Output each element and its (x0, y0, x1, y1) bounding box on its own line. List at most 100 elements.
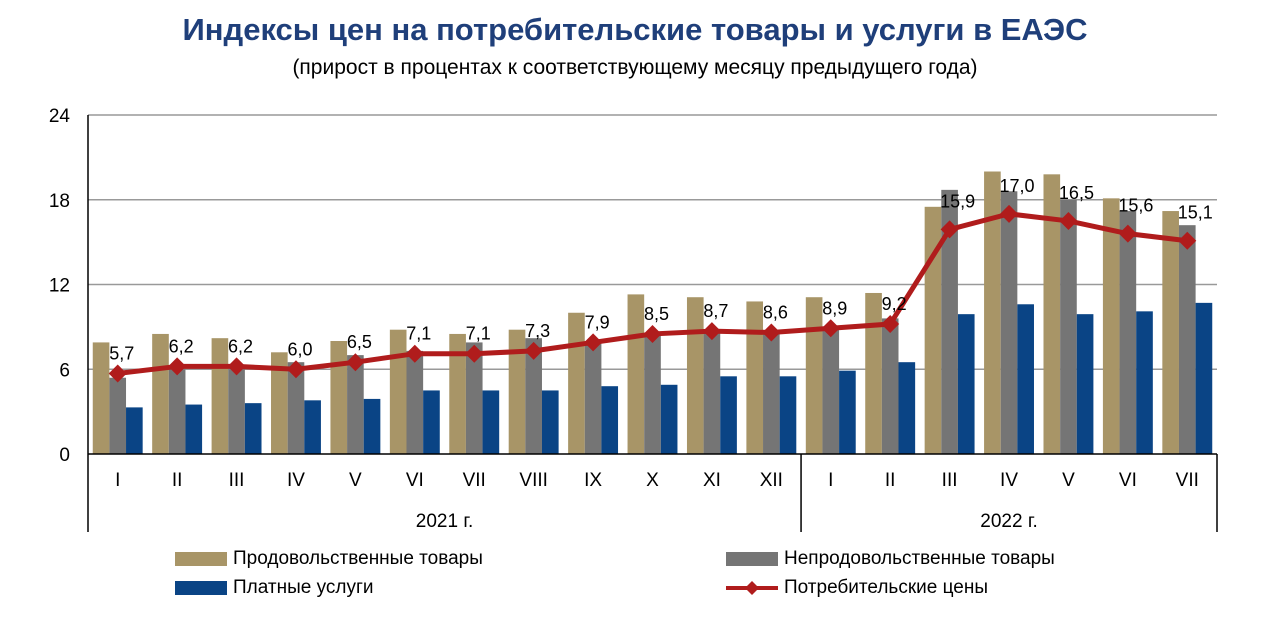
legend-line-marker (726, 581, 778, 595)
cpi-data-label: 15,6 (1118, 196, 1153, 216)
bar-food (686, 297, 704, 454)
x-tick-label: I (115, 470, 120, 491)
bar-services (839, 370, 856, 454)
cpi-data-label: 15,9 (940, 191, 975, 211)
cpi-point (227, 357, 246, 376)
bar-services (1195, 302, 1213, 454)
legend-label: Продовольственные товары (233, 548, 483, 569)
cpi-data-label: 17,0 (1000, 176, 1035, 196)
x-tick-label: VII (463, 470, 486, 491)
cpi-data-label: 5,7 (109, 343, 134, 363)
cpi-data-label: 8,7 (703, 301, 728, 321)
y-tick-label: 0 (59, 445, 70, 466)
bar-nonfood (941, 189, 958, 455)
cpi-point (584, 333, 603, 352)
bar-services (304, 400, 321, 454)
bar-services (482, 390, 500, 454)
bar-services (541, 390, 559, 454)
bar-services (779, 376, 797, 454)
x-tick-label: VIII (519, 470, 548, 491)
bar-nonfood (1178, 225, 1196, 454)
bar-nonfood (703, 331, 721, 454)
y-tick-label: 24 (49, 106, 71, 127)
legend-food: Продовольственные товары (175, 548, 483, 570)
cpi-data-label: 6,0 (287, 339, 312, 359)
bar-food (449, 333, 466, 454)
cpi-point (940, 220, 959, 239)
bar-nonfood (109, 377, 127, 454)
cpi-point (702, 322, 721, 341)
bar-nonfood (168, 369, 186, 454)
bar-food (92, 342, 110, 454)
legend-swatch (175, 552, 227, 566)
cpi-data-label: 7,1 (466, 324, 491, 344)
bar-nonfood (1119, 211, 1137, 454)
legend-label: Непродовольственные товары (784, 548, 1055, 569)
cpi-point (1118, 224, 1137, 243)
year-label: 2022 г. (980, 511, 1037, 532)
bar-nonfood (287, 362, 305, 454)
bar-food (924, 206, 942, 454)
cpi-point (465, 344, 484, 363)
bar-nonfood (584, 341, 602, 454)
bar-food (389, 329, 407, 454)
x-tick-label: IX (584, 470, 602, 491)
bar-nonfood (881, 318, 899, 454)
bar-services (423, 390, 440, 454)
x-tick-label: VI (1119, 470, 1137, 491)
bar-nonfood (406, 350, 424, 454)
bar-services (1076, 314, 1094, 454)
bar-nonfood (525, 338, 542, 454)
bar-services (601, 386, 619, 454)
bar-food (805, 297, 823, 454)
bar-nonfood (465, 342, 483, 454)
cpi-data-label: 15,1 (1178, 203, 1213, 223)
bar-nonfood (1060, 199, 1077, 454)
bar-food (152, 333, 169, 454)
legend-swatch (175, 581, 227, 595)
legend-label: Потребительские цены (784, 577, 988, 598)
cpi-point (524, 341, 543, 360)
bar-services (1136, 311, 1153, 454)
cpi-data-label: 7,1 (406, 324, 431, 344)
bar-food (568, 312, 585, 454)
cpi-point (405, 344, 424, 363)
chart-subtitle: (прирост в процентах к соответствующему … (292, 56, 978, 79)
y-tick-label: 18 (49, 191, 70, 212)
x-tick-label: XI (703, 470, 721, 491)
y-tick-label: 6 (59, 360, 70, 381)
x-tick-label: V (349, 470, 362, 491)
bar-nonfood (822, 326, 840, 454)
x-tick-label: III (229, 470, 245, 491)
legend-cpi: Потребительские цены (726, 577, 988, 599)
bar-food (984, 171, 1001, 454)
bar-food (1043, 174, 1061, 454)
x-tick-label: IV (1000, 470, 1018, 491)
x-tick-label: VI (406, 470, 424, 491)
cpi-point (346, 353, 365, 372)
cpi-point (168, 357, 187, 376)
bar-nonfood (347, 355, 364, 454)
cpi-point (1059, 211, 1078, 230)
y-tick-label: 12 (49, 276, 70, 297)
x-tick-label: V (1062, 470, 1075, 491)
bar-food (865, 292, 882, 454)
cpi-data-label: 6,2 (228, 336, 253, 356)
cpi-point (643, 324, 662, 343)
bar-services (1017, 304, 1034, 454)
bar-food (746, 301, 764, 454)
bar-nonfood (763, 332, 780, 454)
cpi-data-label: 6,2 (169, 336, 194, 356)
cpi-point (1000, 204, 1019, 223)
cpi-point (821, 319, 840, 338)
x-tick-label: X (646, 470, 659, 491)
bar-nonfood (228, 369, 245, 454)
cpi-point (286, 360, 305, 379)
x-tick-label: I (828, 470, 833, 491)
cpi-point (1178, 231, 1197, 250)
bar-services (660, 384, 678, 454)
legend-nonfood: Непродовольственные товары (726, 548, 1055, 570)
bar-food (211, 338, 229, 454)
cpi-data-label: 8,9 (822, 298, 847, 318)
